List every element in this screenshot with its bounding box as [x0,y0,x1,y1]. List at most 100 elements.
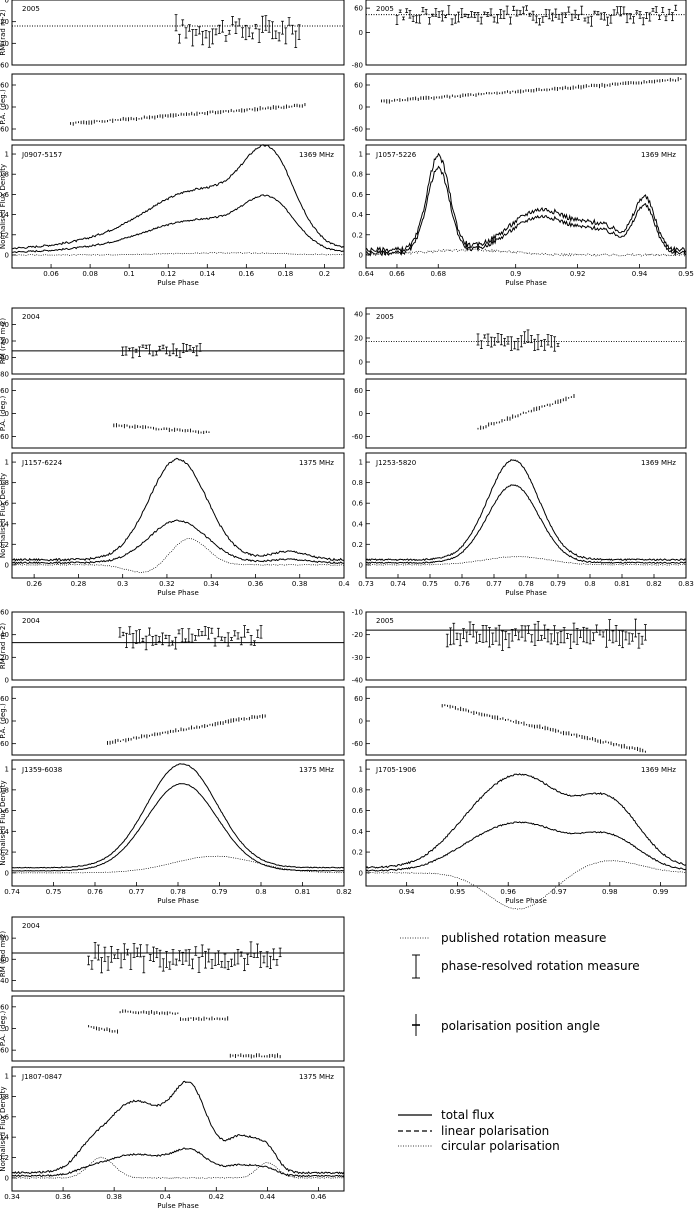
rm-errorbar [421,7,425,13]
rm-errorbar [175,348,178,357]
legend-label: circular polarisation [441,1139,560,1153]
rm-errorbar [583,17,587,22]
rm-errorbar [178,350,182,358]
rm-errorbar [155,948,159,959]
rm-errorbar [560,12,564,24]
rm-errorbar [262,955,266,964]
rm-errorbar [463,13,467,18]
rm-errorbar [239,636,243,646]
rm-errorbar [475,631,478,644]
rm-errorbar [184,949,188,962]
rm-frame [11,916,345,992]
rm-errorbar [592,632,595,642]
flux-tick-label: 0.2 [0,231,9,239]
total-flux-line [11,1080,345,1175]
rm-errorbar [247,27,251,38]
flux-tick-label: 0.6 [0,500,10,508]
pa-tick-label: 60 [0,387,9,395]
rm-errorbar [529,335,533,344]
rm-errorbar [210,627,214,634]
flux-tick-label: 0 [5,1174,9,1182]
rm-tick-label: 0 [359,359,363,367]
linear-polarisation-line [365,821,687,872]
rm-errorbar [520,625,524,638]
x-tick-label: 0.1 [124,270,135,278]
rm-errorbar [638,11,642,19]
rm-errorbar [434,8,438,17]
flux-tick-label: 0.6 [352,807,364,815]
rm-errorbar [281,20,284,35]
rm-errorbar [227,29,231,35]
rm-errorbar [462,628,465,639]
rm-errorbar [536,621,540,641]
rm-errorbar [234,21,238,35]
x-tick-label: 0.4 [338,580,350,588]
rm-errorbar [241,27,244,38]
x-tick-label: 0.74 [4,888,20,896]
rm-errorbar [471,624,475,638]
x-tick-label: 0.77 [129,888,145,896]
pulsar-name: J1359-6038 [21,766,62,774]
total-flux-line [365,152,687,254]
x-tick-label: 0.76 [87,888,103,896]
rm-errorbar [514,628,517,636]
rm-errorbar [543,339,547,351]
rm-errorbar [556,632,560,646]
x-tick-label: 0.8 [255,888,266,896]
frequency-label: 1369 MHz [641,766,676,774]
x-axis-label: Pulse Phase [157,1202,199,1210]
rm-errorbar [579,629,582,638]
rm-errorbar [580,5,584,15]
rm-errorbar [138,629,141,644]
rm-errorbar [161,632,164,646]
rm-tick-label: 40 [354,311,363,319]
rm-axis-label: RM (rad m-2) [0,318,7,364]
year-label: 2004 [22,922,40,930]
rm-errorbar [118,627,122,638]
rm-errorbar [96,944,100,961]
circular-polarisation-line [365,247,687,257]
rm-errorbar [181,19,185,26]
rm-errorbar [501,630,504,651]
rm-errorbar [671,12,674,22]
rm-errorbar [468,621,472,635]
rm-tick-label: 520 [0,338,9,346]
flux-tick-label: 0.2 [352,541,363,549]
rm-errorbar [455,632,459,640]
rm-errorbar [540,634,543,641]
rm-tick-label: -40 [352,677,363,685]
rm-errorbar [427,17,431,25]
rm-errorbar [559,631,563,644]
rm-errorbar [257,28,261,43]
rm-errorbar [546,334,550,346]
rm-errorbar [213,637,217,647]
flux-tick-label: 0.6 [352,191,364,199]
rm-errorbar [142,955,146,974]
legend-label: published rotation measure [441,931,606,945]
rm-errorbar [440,10,444,22]
pa-tick-label: -60 [352,740,363,748]
x-tick-label: 0.08 [82,270,98,278]
rm-errorbar [593,10,597,14]
rm-errorbar [207,31,211,48]
rm-errorbar [152,946,155,962]
rm-tick-label: 60 [0,609,9,617]
x-tick-label: 0.4 [160,1193,172,1201]
panel-j1807: 180 160 140 2004 RM (rad m-2) 60 0 -60P.A. (deg… [0,916,345,1210]
rm-errorbar [287,17,291,26]
rm-errorbar [627,632,631,645]
rm-errorbar [184,27,188,39]
flux-tick-label: 0.4 [0,1134,10,1142]
flux-tick-label: 0.6 [0,191,10,199]
rm-errorbar [168,961,172,970]
rm-errorbar [551,12,554,22]
rm-errorbar [470,11,473,18]
rm-errorbar [604,629,608,648]
x-tick-label: 0.8 [584,580,595,588]
rm-errorbar [157,636,161,642]
rm-errorbar [148,953,152,961]
rm-errorbar [200,631,204,637]
pa-tick-label: 0 [359,104,363,112]
x-axis-label: Pulse Phase [157,897,199,905]
year-label: 2004 [22,313,40,321]
